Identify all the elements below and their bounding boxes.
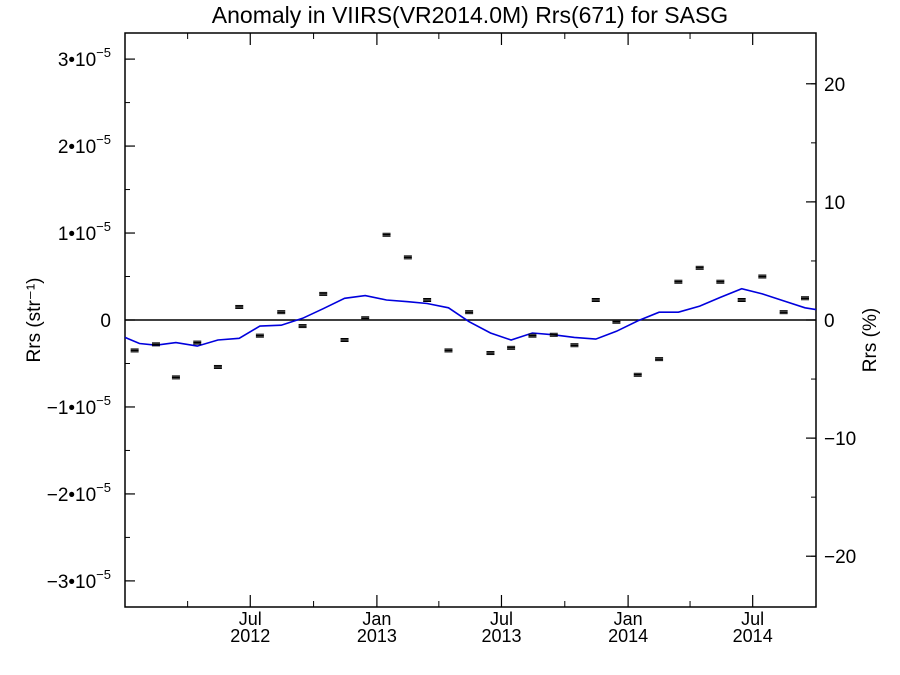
data-point [528,333,537,338]
x-tick-label-year: 2012 [230,626,270,646]
data-point [633,372,642,377]
y-left-tick-mantissa: 0 [100,311,111,332]
chart-title: Anomaly in VIIRS(VR2014.0M) Rrs(671) for… [212,2,728,28]
y-left-tick-mantissa: 3•10 [58,50,96,71]
y-left-tick-mantissa: 1•10 [58,224,96,245]
y-left-tick-exponent: −5 [96,567,111,582]
data-point [403,255,412,260]
y-right-tick-label: 0 [824,311,835,332]
y-left-tick-exponent: −5 [96,45,111,60]
x-tick-label-month: Jul [741,609,764,629]
x-tick-label-month: Jul [239,609,262,629]
y-left-tick-label: −2•10−5 [47,480,111,506]
x-tick-label-month: Jul [490,609,513,629]
data-point [758,274,767,279]
y-left-tick-mantissa: 2•10 [58,137,96,158]
y-left-tick-exponent: −5 [96,393,111,408]
x-tick-label-year: 2014 [608,626,648,646]
data-point [298,324,307,329]
y-left-tick-label: −1•10−5 [47,393,111,419]
x-tick-label-year: 2013 [481,626,521,646]
data-point [465,310,474,315]
data-point [151,342,160,347]
y-right-tick-label: −10 [824,429,856,450]
y-left-tick-mantissa: −2•10 [47,485,96,506]
y-left-tick-label: 0 [100,311,111,332]
y-axis-label-right: Rrs (%) [860,308,881,372]
data-point [361,316,370,321]
y-left-tick-label: 2•10−5 [58,132,111,158]
data-point [695,265,704,270]
data-point [423,297,432,302]
y-left-tick-exponent: −5 [96,132,111,147]
x-tick-label-month: Jan [614,609,643,629]
data-point [340,338,349,343]
y-right-tick-label: 20 [824,75,845,96]
data-point [612,319,621,324]
x-tick-label-month: Jan [362,609,391,629]
y-left-tick-label: −3•10−5 [47,567,111,593]
data-point [382,232,391,237]
y-left-tick-mantissa: −3•10 [47,572,96,593]
data-point [235,304,244,309]
y-left-tick-mantissa: −1•10 [47,398,96,419]
data-point [277,310,286,315]
y-axis-label-left: Rrs (str⁻¹) [24,278,45,363]
data-point [255,333,264,338]
y-left-tick-exponent: −5 [96,480,111,495]
data-point [193,340,202,345]
y-left-tick-exponent: −5 [96,219,111,234]
x-tick-label-year: 2014 [733,626,773,646]
y-right-tick-label: −20 [824,547,856,568]
data-point [507,345,516,350]
y-left-tick-label: 3•10−5 [58,45,111,71]
data-point [737,297,746,302]
data-point [130,348,139,353]
data-point [655,357,664,362]
data-point [213,364,222,369]
x-tick-label-year: 2013 [357,626,397,646]
y-right-tick-label: 10 [824,193,845,214]
data-point [570,343,579,348]
data-point [171,375,180,380]
data-point [444,348,453,353]
data-point [800,296,809,301]
data-point [674,279,683,284]
data-point [779,310,788,315]
data-point [716,279,725,284]
data-point [591,297,600,302]
data-point [486,351,495,356]
data-point [319,291,328,296]
trend-line [124,287,817,347]
y-left-tick-label: 1•10−5 [58,219,111,245]
data-point [549,332,558,337]
